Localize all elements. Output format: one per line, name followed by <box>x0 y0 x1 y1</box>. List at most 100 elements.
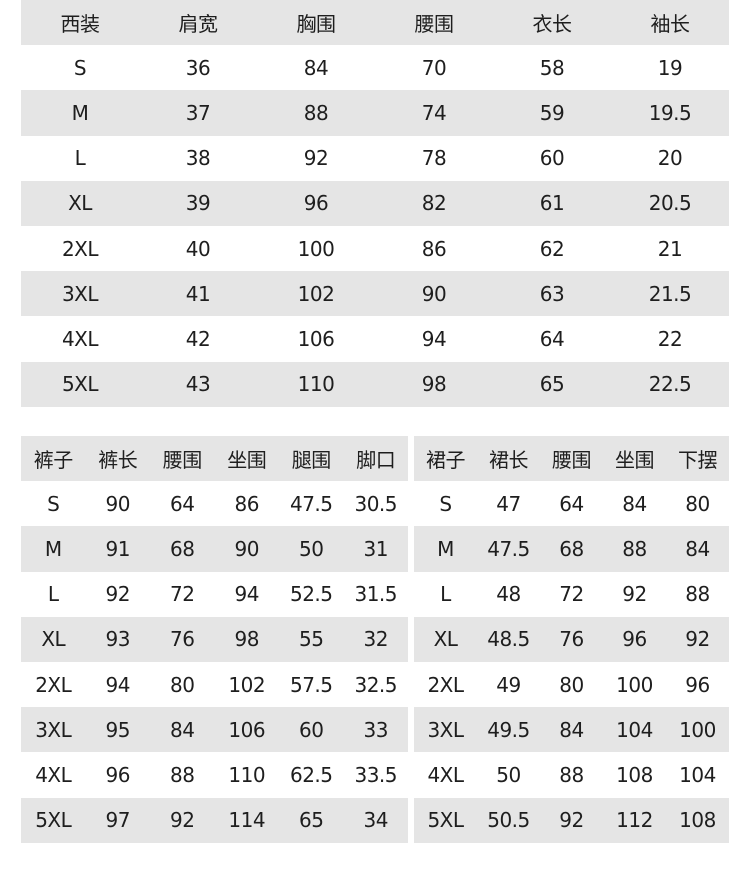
table-cell: 34 <box>343 797 408 843</box>
table-cell: 19 <box>657 55 683 80</box>
table-cell: 84 <box>150 707 215 753</box>
table-cell: S <box>47 491 60 516</box>
table-cell: 3XL <box>21 707 86 753</box>
table-cell: 60 <box>539 146 565 171</box>
table-cell: 36 <box>185 55 211 80</box>
table-cell: 80 <box>559 672 584 697</box>
table-cell: 106 <box>214 707 279 753</box>
header-row: 裙子 裙长 腰围 坐围 下摆 <box>414 436 729 482</box>
header-row: 裤子 裤长 腰围 坐围 腿围 脚口 <box>21 436 408 482</box>
table-cell: 52.5 <box>289 582 333 607</box>
table-cell: L <box>47 582 59 607</box>
suit-size-table: 西装 肩宽 胸围 腰围 衣长 袖长 S 36 84 70 58 19 M 37 88 74 59 19.5 L 38 9… <box>21 0 729 407</box>
table-cell: 32 <box>343 616 408 662</box>
table-cell: L <box>440 582 451 607</box>
table-cell: 92 <box>666 616 729 662</box>
table-cell: 94 <box>105 672 131 697</box>
table-cell: 76 <box>150 616 215 662</box>
table-cell: 104 <box>603 707 666 753</box>
table-cell: 72 <box>170 582 195 607</box>
table-cell: 38 <box>185 146 211 171</box>
table-cell: 108 <box>616 762 653 787</box>
table-cell: 96 <box>105 762 131 787</box>
table-cell: 19.5 <box>611 90 729 136</box>
table-cell: XL <box>21 180 139 226</box>
table-cell: 49 <box>496 672 521 697</box>
table-cell: 3XL <box>414 707 477 753</box>
table-cell: 58 <box>539 55 565 80</box>
table-cell: M <box>21 526 86 572</box>
table-cell: 88 <box>603 526 666 572</box>
table-cell: 50 <box>279 526 344 572</box>
table-cell: 84 <box>540 707 603 753</box>
table-cell: 4XL <box>35 762 72 787</box>
table-row: 2XL 49 80 100 96 <box>414 662 729 707</box>
table-row: S 36 84 70 58 19 <box>21 45 729 90</box>
table-cell: 50.5 <box>477 797 540 843</box>
table-cell: 21.5 <box>611 271 729 317</box>
table-cell: 40 <box>185 236 211 261</box>
table-cell: 20.5 <box>611 180 729 226</box>
table-cell: 31 <box>343 526 408 572</box>
table-cell: 50 <box>496 762 521 787</box>
table-cell: 72 <box>559 582 584 607</box>
column-header: 腿围 <box>279 436 344 482</box>
table-cell: 110 <box>257 361 375 407</box>
table-cell: 68 <box>540 526 603 572</box>
table-cell: 86 <box>421 236 447 261</box>
table-cell: 47.5 <box>289 491 333 516</box>
table-cell: 32.5 <box>354 672 398 697</box>
column-header: 衣长 <box>493 0 611 46</box>
table-row: 2XL 94 80 102 57.5 32.5 <box>21 662 408 707</box>
table-cell: 4XL <box>427 762 464 787</box>
skirt-size-table: 裙子 裙长 腰围 坐围 下摆 S 47 64 84 80 M 47.5 68 88 84 L 48 72 92 88 X… <box>414 436 729 843</box>
table-row: L 48 72 92 88 <box>414 572 729 617</box>
table-cell: 88 <box>170 762 195 787</box>
column-header: 袖长 <box>611 0 729 46</box>
table-cell: 31.5 <box>354 582 398 607</box>
table-cell: 49.5 <box>477 707 540 753</box>
table-row: 3XL 95 84 106 60 33 <box>21 707 408 753</box>
column-header: 裙子 <box>414 436 477 482</box>
table-cell: 37 <box>139 90 257 136</box>
table-cell: 102 <box>228 672 266 697</box>
table-cell: 78 <box>421 146 447 171</box>
table-cell: 80 <box>685 491 710 516</box>
table-cell: 84 <box>622 491 647 516</box>
table-cell: 41 <box>139 271 257 317</box>
table-cell: 96 <box>685 672 710 697</box>
table-cell: 68 <box>150 526 215 572</box>
table-cell: 4XL <box>61 326 99 351</box>
table-cell: 100 <box>666 707 729 753</box>
column-header: 坐围 <box>603 436 666 482</box>
table-row: L 92 72 94 52.5 31.5 <box>21 572 408 617</box>
table-row: 3XL 49.5 84 104 100 <box>414 707 729 753</box>
table-cell: 84 <box>666 526 729 572</box>
pants-size-table: 裤子 裤长 腰围 坐围 腿围 脚口 S 90 64 86 47.5 30.5 M 91 68 90 50 31 L 9… <box>21 436 408 843</box>
table-cell: 108 <box>666 797 729 843</box>
table-cell: XL <box>414 616 477 662</box>
table-row: 5XL 50.5 92 112 108 <box>414 797 729 843</box>
table-cell: 106 <box>297 326 335 351</box>
table-cell: L <box>74 146 86 171</box>
table-row: XL 93 76 98 55 32 <box>21 616 408 662</box>
column-header: 下摆 <box>666 436 729 482</box>
table-cell: 94 <box>421 326 447 351</box>
table-cell: 93 <box>85 616 150 662</box>
table-cell: 98 <box>214 616 279 662</box>
column-header: 胸围 <box>257 0 375 46</box>
table-row: 4XL 42 106 94 64 22 <box>21 316 729 361</box>
table-cell: 91 <box>85 526 150 572</box>
table-row: XL 48.5 76 96 92 <box>414 616 729 662</box>
table-cell: 88 <box>257 90 375 136</box>
table-row: 4XL 50 88 108 104 <box>414 752 729 797</box>
table-cell: 47 <box>496 491 521 516</box>
table-cell: 100 <box>297 236 335 261</box>
table-cell: 98 <box>375 361 493 407</box>
table-cell: 92 <box>303 146 329 171</box>
table-cell: 2XL <box>427 672 464 697</box>
table-cell: 90 <box>375 271 493 317</box>
table-cell: 90 <box>214 526 279 572</box>
table-cell: 64 <box>539 326 565 351</box>
table-cell: 33.5 <box>354 762 398 787</box>
